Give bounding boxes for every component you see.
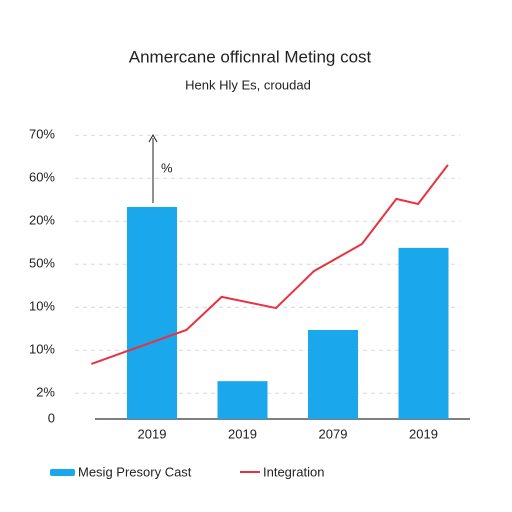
- y-tick-label: 50%: [29, 256, 55, 271]
- legend-label: Mesig Presory Cast: [78, 464, 192, 479]
- annotation: %: [161, 160, 173, 175]
- annotation-arrowhead: [148, 133, 158, 143]
- bar: [217, 381, 268, 419]
- y-tick-label: 10%: [29, 299, 55, 314]
- x-tick-label: 2079: [319, 426, 348, 441]
- bar: [127, 207, 177, 419]
- x-tick-label: 2019: [138, 426, 167, 441]
- bar: [308, 329, 358, 419]
- bar: [398, 247, 449, 419]
- y-tick-label: 2%: [36, 385, 55, 400]
- y-tick-label: 70%: [29, 127, 55, 142]
- y-tick-label: 0: [48, 410, 55, 425]
- chart-title: Anmercane officnral Meting cost: [129, 47, 372, 66]
- x-tick-label: 2019: [228, 426, 257, 441]
- chart-subtitle: Henk Hly Es, croudad: [185, 77, 311, 92]
- legend-label: Integration: [263, 464, 324, 479]
- y-tick-label: 10%: [29, 342, 55, 357]
- y-tick-label: 60%: [29, 170, 55, 185]
- x-tick-label: 2019: [409, 426, 438, 441]
- line: [91, 164, 449, 365]
- y-tick-label: 20%: [29, 213, 55, 228]
- legend-swatch: [50, 469, 75, 476]
